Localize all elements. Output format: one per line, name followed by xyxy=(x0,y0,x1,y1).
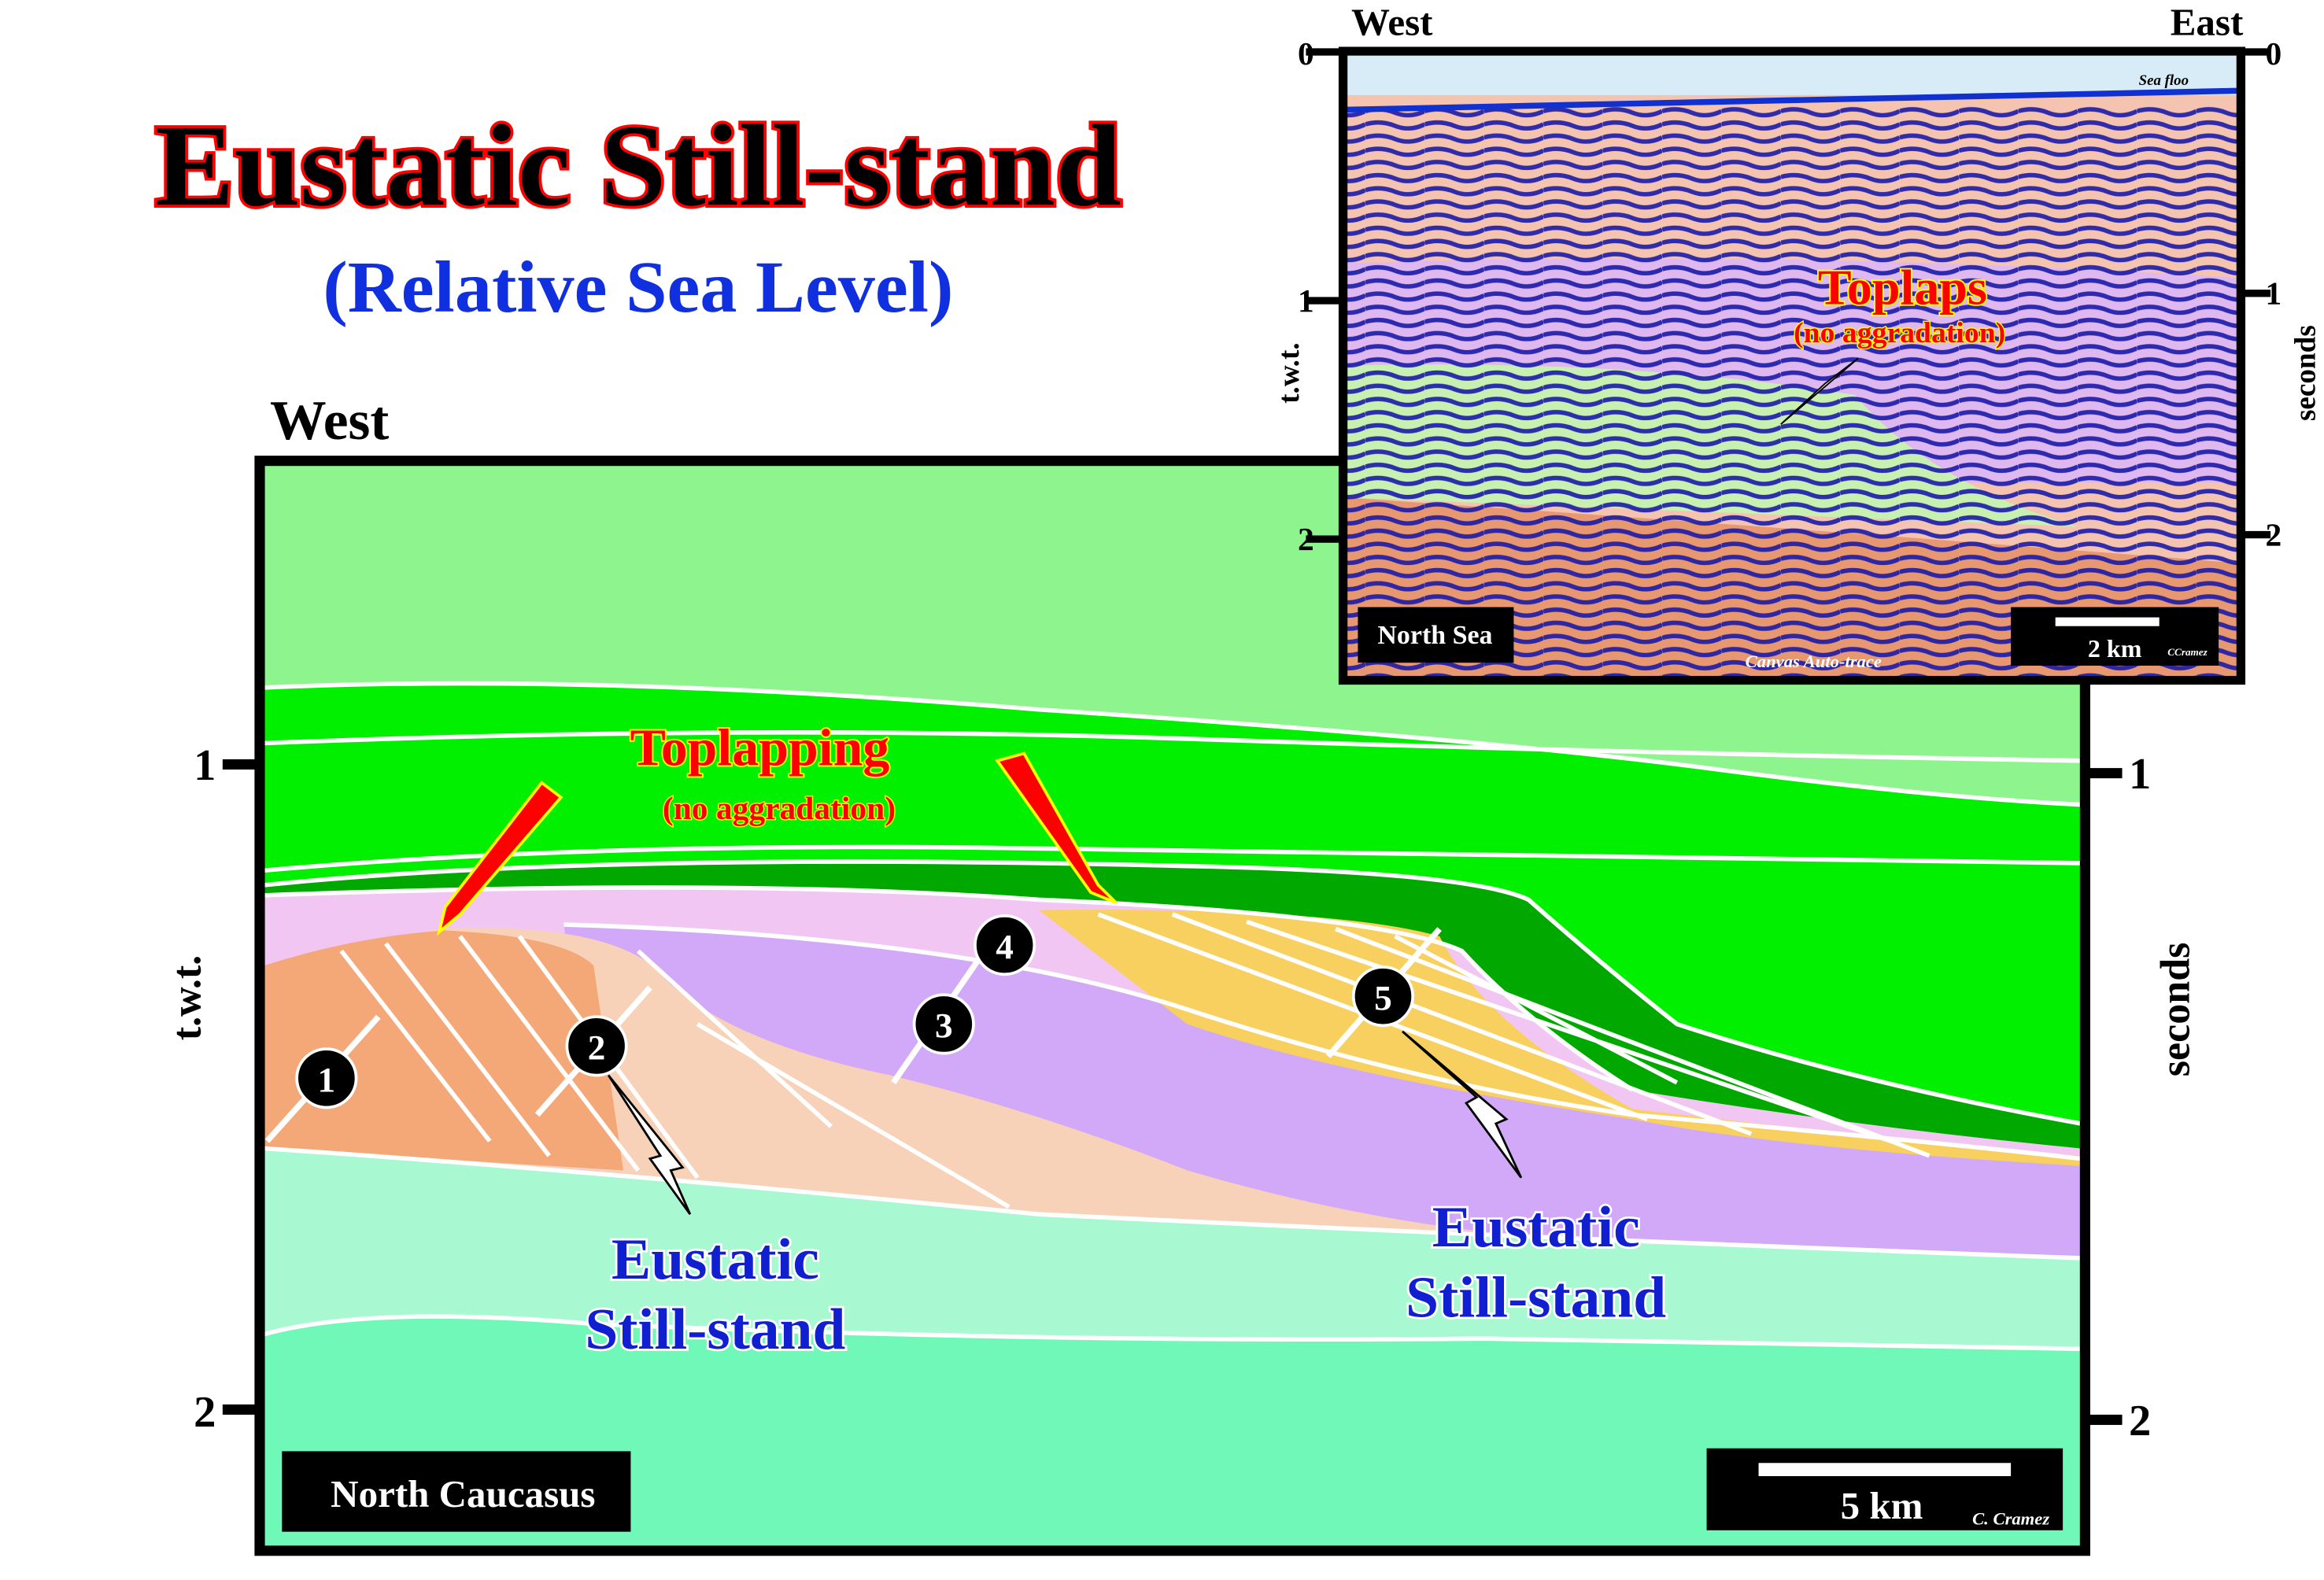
annotation-subtitle: (no aggradation) xyxy=(663,790,896,827)
tick xyxy=(1306,535,1343,543)
main-panel xyxy=(254,456,2091,1556)
tick xyxy=(2241,530,2271,539)
location-label: North Caucasus xyxy=(331,1473,595,1515)
tick xyxy=(2241,48,2271,56)
tick xyxy=(222,1404,260,1415)
tick-label: 1 xyxy=(194,741,216,790)
location-box xyxy=(282,1451,631,1532)
inset-scale-label: 2 km xyxy=(2088,635,2142,663)
shape xyxy=(295,1047,358,1109)
marker-label: 4 xyxy=(996,927,1014,966)
shape xyxy=(264,681,2081,807)
marker-label: 3 xyxy=(935,1006,953,1045)
inset-scale-bar xyxy=(2055,617,2160,626)
panel-frame xyxy=(254,456,2091,1556)
lightning xyxy=(607,1030,1523,1215)
tick-label: 2 xyxy=(2129,1397,2151,1445)
main-axes xyxy=(222,759,2123,1425)
red-arrow xyxy=(995,751,1118,904)
inset-annotation-subtitle: (no aggradation) xyxy=(1794,317,2005,349)
inset-scale-box xyxy=(2011,607,2219,666)
axis-label: seconds xyxy=(2289,325,2322,421)
inset-location-box xyxy=(1358,607,1514,663)
tick-label: 2 xyxy=(194,1388,216,1437)
tick xyxy=(2085,768,2123,779)
shape xyxy=(1402,1030,1523,1179)
inset-location: North Sea xyxy=(1377,621,1492,650)
credit: C. Cramez xyxy=(1972,1508,2049,1528)
shape xyxy=(263,1314,2081,1352)
tick-label: 1 xyxy=(1298,282,1314,319)
scale-box xyxy=(1706,1448,2064,1530)
tick-label: 0 xyxy=(2266,35,2282,72)
inset-annotation-title: Toplaps xyxy=(1818,260,1987,315)
subtitle: (Relative Sea Level) xyxy=(323,248,953,328)
tick xyxy=(1306,48,1343,56)
shape xyxy=(1351,965,1415,1028)
axis-label: t.w.t. xyxy=(1273,342,1306,403)
shape xyxy=(912,993,975,1055)
axis-label: t.w.t. xyxy=(164,955,209,1040)
marker-label: 5 xyxy=(1374,978,1392,1017)
tick xyxy=(222,759,260,770)
markers xyxy=(295,914,1415,1109)
axis-label: seconds xyxy=(2152,943,2198,1077)
shape xyxy=(264,730,2081,763)
layer-orange xyxy=(264,930,623,1171)
layer-yellow xyxy=(1038,910,2081,1166)
tick xyxy=(1306,297,1343,305)
inset-east: East xyxy=(2171,2,2244,44)
inset-panel xyxy=(1306,46,2271,685)
marker-label: 2 xyxy=(588,1028,606,1067)
inset-arrow xyxy=(1780,357,1859,425)
sea-floor-label: Sea floo xyxy=(2139,72,2189,89)
inset-method: Canvas Auto-trace xyxy=(1746,652,1882,671)
inset-west: West xyxy=(1351,2,1432,44)
tick xyxy=(2085,1414,2123,1425)
shape xyxy=(565,1015,628,1077)
orientation-label: West xyxy=(270,390,390,451)
tick-label: 1 xyxy=(2266,275,2282,312)
shape xyxy=(974,914,1036,976)
shape xyxy=(264,859,2082,1126)
scale-label: 5 km xyxy=(1841,1485,1923,1527)
tick-label: 0 xyxy=(1298,35,1314,72)
tick-label: 1 xyxy=(2129,750,2151,799)
tick-label: 2 xyxy=(1298,521,1314,557)
inset-reflectors xyxy=(1343,105,2241,681)
shape xyxy=(264,1146,2081,1261)
layer-bottom xyxy=(264,1316,2081,1549)
red-arrow xyxy=(437,781,563,936)
marker-label: 1 xyxy=(318,1060,336,1099)
inset-frame xyxy=(1338,46,2246,685)
still-stand-label: Eustatic xyxy=(1432,1195,1640,1260)
tick xyxy=(2241,290,2271,297)
still-stand-label: Still-stand xyxy=(585,1298,845,1362)
tick-label: 2 xyxy=(2266,517,2282,553)
still-stand-label: Still-stand xyxy=(1406,1265,1666,1330)
inset-credit: CCramez xyxy=(2167,646,2208,658)
shape xyxy=(607,1074,692,1215)
scale-bar xyxy=(1758,1463,2012,1476)
annotation-title: Toplapping xyxy=(630,718,890,777)
title: Eustatic Still-stand xyxy=(155,102,1121,231)
inset-water xyxy=(1343,51,2241,95)
inset-seafloor xyxy=(1343,87,2241,113)
still-stand-label: Eustatic xyxy=(611,1227,819,1291)
